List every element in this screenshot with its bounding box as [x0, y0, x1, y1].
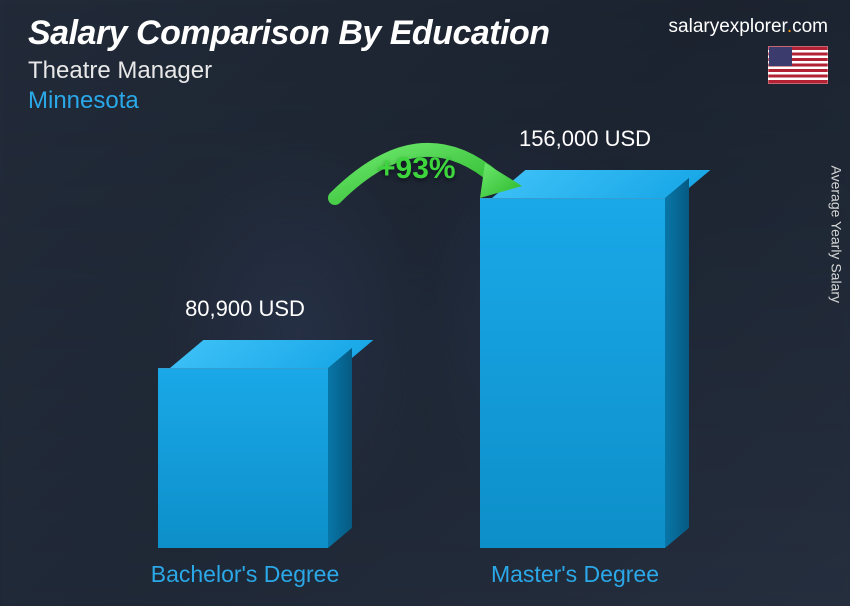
bar-front-face: [158, 368, 328, 548]
bar-front-face: [480, 198, 665, 548]
bar-category-bachelors: Bachelor's Degree: [110, 561, 380, 588]
brand-logo: salaryexplorer.com: [669, 16, 828, 38]
increase-badge: +93%: [378, 152, 456, 186]
brand-suffix: com: [792, 16, 828, 37]
job-title: Theatre Manager: [28, 57, 830, 85]
brand-prefix: salaryexplorer: [669, 16, 787, 37]
bar-side-face: [328, 348, 352, 548]
bar-value-masters: 156,000 USD: [470, 126, 700, 152]
bar-chart: 80,900 USD Bachelor's Degree 156,000 USD…: [0, 140, 850, 606]
bar-side-face: [665, 178, 689, 548]
flag-icon: [768, 46, 828, 84]
bar-category-masters: Master's Degree: [440, 561, 710, 588]
bar-value-bachelors: 80,900 USD: [130, 296, 360, 322]
location-label: Minnesota: [28, 87, 830, 115]
